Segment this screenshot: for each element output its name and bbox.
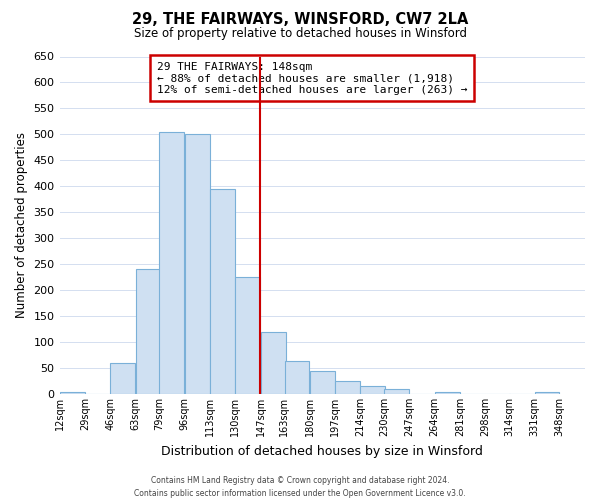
- Bar: [535, 392, 559, 394]
- Bar: [160, 132, 184, 394]
- Bar: [110, 363, 135, 394]
- Bar: [185, 134, 209, 394]
- Bar: [335, 381, 360, 394]
- Bar: [361, 386, 385, 394]
- Text: 29 THE FAIRWAYS: 148sqm
← 88% of detached houses are smaller (1,918)
12% of semi: 29 THE FAIRWAYS: 148sqm ← 88% of detache…: [157, 62, 467, 95]
- Bar: [261, 332, 286, 394]
- Bar: [310, 370, 335, 394]
- X-axis label: Distribution of detached houses by size in Winsford: Distribution of detached houses by size …: [161, 444, 483, 458]
- Text: Contains HM Land Registry data © Crown copyright and database right 2024.
Contai: Contains HM Land Registry data © Crown c…: [134, 476, 466, 498]
- Bar: [60, 392, 85, 394]
- Bar: [435, 392, 460, 394]
- Y-axis label: Number of detached properties: Number of detached properties: [15, 132, 28, 318]
- Bar: [210, 189, 235, 394]
- Bar: [284, 362, 310, 394]
- Bar: [384, 389, 409, 394]
- Text: Size of property relative to detached houses in Winsford: Size of property relative to detached ho…: [133, 28, 467, 40]
- Bar: [136, 270, 161, 394]
- Bar: [235, 277, 260, 394]
- Text: 29, THE FAIRWAYS, WINSFORD, CW7 2LA: 29, THE FAIRWAYS, WINSFORD, CW7 2LA: [132, 12, 468, 28]
